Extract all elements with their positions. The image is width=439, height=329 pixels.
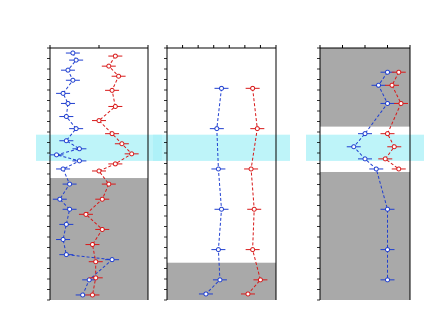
panel-right-series-0-point-2 (385, 100, 390, 106)
panel-right-series-1-point-1 (389, 82, 395, 88)
panel-left-series-1-point-16 (93, 259, 99, 265)
panel-left-series-1-point-13 (83, 211, 89, 217)
panel-left-series-0-point-5 (65, 100, 71, 106)
panel-right-series-0-point-6 (373, 166, 379, 172)
panel-middle-series-1-point-2 (248, 166, 254, 172)
panel-left-series-1-point-4 (112, 103, 118, 109)
panel-left-series-1-point-18 (89, 292, 95, 298)
panel-right-series-1-point-6 (396, 166, 402, 172)
panel-left-series-0-point-15 (67, 206, 73, 212)
panel-left-series-1-point-10 (96, 168, 102, 174)
panel-right-series-1-point-2 (398, 100, 404, 106)
panel-left (36, 45, 162, 301)
panel-left-series-1-point-9 (112, 161, 118, 167)
panel-left-series-0-point-18 (63, 252, 69, 258)
panel-right-series-0-point-3 (362, 131, 368, 137)
panels (36, 45, 424, 301)
panel-left-series-0-point-11 (76, 158, 82, 164)
panel-left-shaded-zone-0 (50, 178, 148, 300)
panel-left-series-0-point-6 (63, 114, 69, 120)
panel-left-series-0-point-3 (70, 77, 76, 83)
panel-left-series-1-point-11 (106, 181, 112, 187)
panel-left-series-1-point-14 (99, 226, 105, 232)
panel-left-series-1-point-5 (96, 118, 102, 124)
panel-left-series-1-point-3 (109, 87, 115, 93)
panel-middle-series-0-point-5 (217, 277, 223, 283)
panel-right-shaded-zone-0 (320, 48, 410, 127)
panel-left-series-0-point-17 (60, 237, 66, 243)
panel-left-series-1-point-1 (106, 63, 112, 69)
panel-left-series-0-point-0 (70, 50, 76, 56)
panel-right-series-0-line (353, 71, 389, 280)
panel-left-series-1-point-6 (109, 131, 115, 137)
panel-left-series-0-point-16 (63, 221, 69, 227)
panel-middle-series-0-point-0 (219, 85, 224, 91)
panel-left-series-0-point-8 (63, 138, 69, 144)
panel-middle-series-1-point-1 (254, 126, 260, 132)
panel-middle-series-1-point-3 (251, 206, 257, 212)
panel-middle-series-0-point-3 (219, 206, 224, 212)
panel-right-series-0-point-9 (385, 277, 390, 283)
panel-middle-series-0-point-4 (215, 247, 221, 253)
panel-left-series-1-point-7 (119, 141, 125, 147)
panel-left-series-0-point-20 (86, 277, 92, 283)
panel-middle-series-1-point-5 (257, 277, 263, 283)
panel-middle-series-0-point-1 (214, 126, 220, 132)
panel-left-series-0-point-9 (76, 146, 82, 152)
panel-left-series-1-point-15 (89, 242, 95, 248)
panel-middle-series-1-point-4 (250, 247, 256, 253)
panel-left-series-1-point-17 (93, 275, 99, 281)
panel-left-series-0-point-21 (80, 292, 86, 298)
panel-left-series-0-point-19 (109, 257, 115, 263)
panel-left-series-0-point-1 (73, 57, 79, 63)
panel-right-series-0-point-0 (385, 69, 390, 75)
panel-middle-series-1-point-0 (250, 85, 256, 91)
panel-left-series-0-point-7 (73, 126, 79, 132)
panel-middle-series-0-point-2 (215, 166, 221, 172)
panel-middle-highlight-band (153, 134, 290, 161)
panel-left-series-0-point-13 (67, 181, 73, 187)
panel-left-series-1-point-0 (112, 53, 118, 59)
panel-right-series-0-point-1 (376, 82, 381, 88)
panel-right-shaded-zone-1 (320, 171, 410, 300)
panel-left-series-0-point-12 (60, 166, 66, 172)
panel-middle (153, 45, 290, 301)
panel-right-series-0-point-8 (385, 247, 390, 253)
panel-middle-series-1-point-6 (245, 291, 251, 297)
panel-right-series-1-point-0 (396, 69, 402, 75)
panel-right-series-0-point-4 (351, 144, 357, 150)
panel-left-highlight-band (36, 134, 162, 161)
panel-right-series-1-point-5 (382, 156, 388, 162)
panel-left-series-1-point-2 (116, 73, 122, 79)
panel-left-series-1-point-12 (99, 196, 105, 202)
panel-right (306, 45, 424, 301)
panel-right-series-1-point-4 (391, 144, 397, 150)
panel-left-series-0-line (54, 52, 114, 296)
panel-left-series-1-point-8 (129, 151, 135, 157)
panel-left-series-0-point-14 (57, 196, 63, 202)
panel-right-series-1-point-3 (385, 131, 390, 137)
panel-right-series-0-point-5 (362, 156, 368, 162)
panel-left-series-0-point-2 (65, 67, 71, 73)
panel-middle-series-0-point-6 (203, 291, 209, 297)
panel-right-series-0-point-7 (385, 206, 390, 212)
panel-left-series-0-point-10 (54, 152, 60, 158)
panel-left-series-0-point-4 (60, 90, 66, 96)
